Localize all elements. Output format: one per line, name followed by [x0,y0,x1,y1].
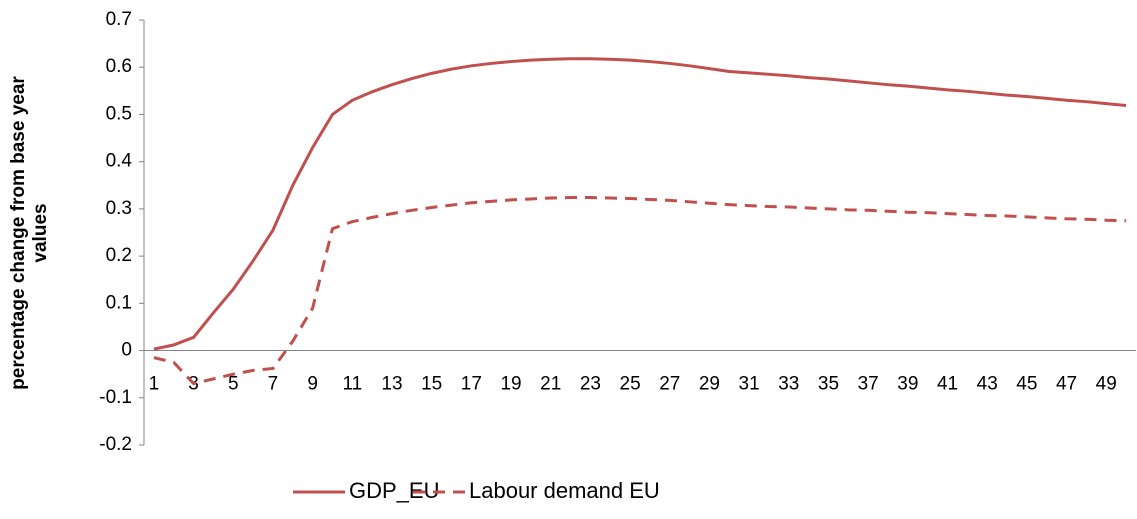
x-tick-label: 43 [977,374,998,395]
legend-label: Labour demand EU [469,478,660,503]
x-tick-label: 21 [540,374,561,395]
x-tick-label: 33 [778,374,799,395]
legend-label: GDP_EU [349,478,439,503]
x-tick-label: 7 [268,374,279,395]
x-tick-label: 49 [1096,374,1117,395]
x-tick-label: 13 [381,374,402,395]
y-tick-label: 0.1 [106,292,132,313]
y-tick-label: 0.7 [106,9,132,30]
x-tick-label: 45 [1016,374,1037,395]
x-tick-label: 1 [149,374,160,395]
x-tick-label: 11 [342,374,362,395]
x-tick-label: 27 [659,374,680,395]
y-tick-label: 0 [121,340,132,361]
y-tick-label: -0.1 [99,387,132,408]
x-tick-label: 39 [897,374,918,395]
x-tick-label: 5 [228,374,239,395]
series-line [153,57,1127,351]
x-tick-label: 25 [620,374,641,395]
x-tick-label: 41 [937,374,958,395]
y-tick-label: 0.2 [106,245,132,266]
x-tick-label: 9 [307,374,318,395]
x-tick-label: 19 [500,374,521,395]
series-line [153,196,1127,386]
x-tick-label: 47 [1056,374,1077,395]
x-tick-label: 23 [580,374,601,395]
y-tick-label: 0.4 [106,151,133,172]
x-tick-label: 17 [461,374,482,395]
x-tick-label: 35 [818,374,839,395]
y-tick-label: -0.2 [99,434,132,455]
x-tick-label: 15 [421,374,442,395]
y-tick-label: 0.5 [106,103,132,124]
x-tick-label: 29 [699,374,720,395]
y-tick-label: 0.3 [106,198,132,219]
x-tick-label: 31 [739,374,760,395]
y-tick-label: 0.6 [106,56,132,77]
y-axis-label: percentage change from base year values [8,76,51,390]
x-tick-label: 37 [858,374,879,395]
